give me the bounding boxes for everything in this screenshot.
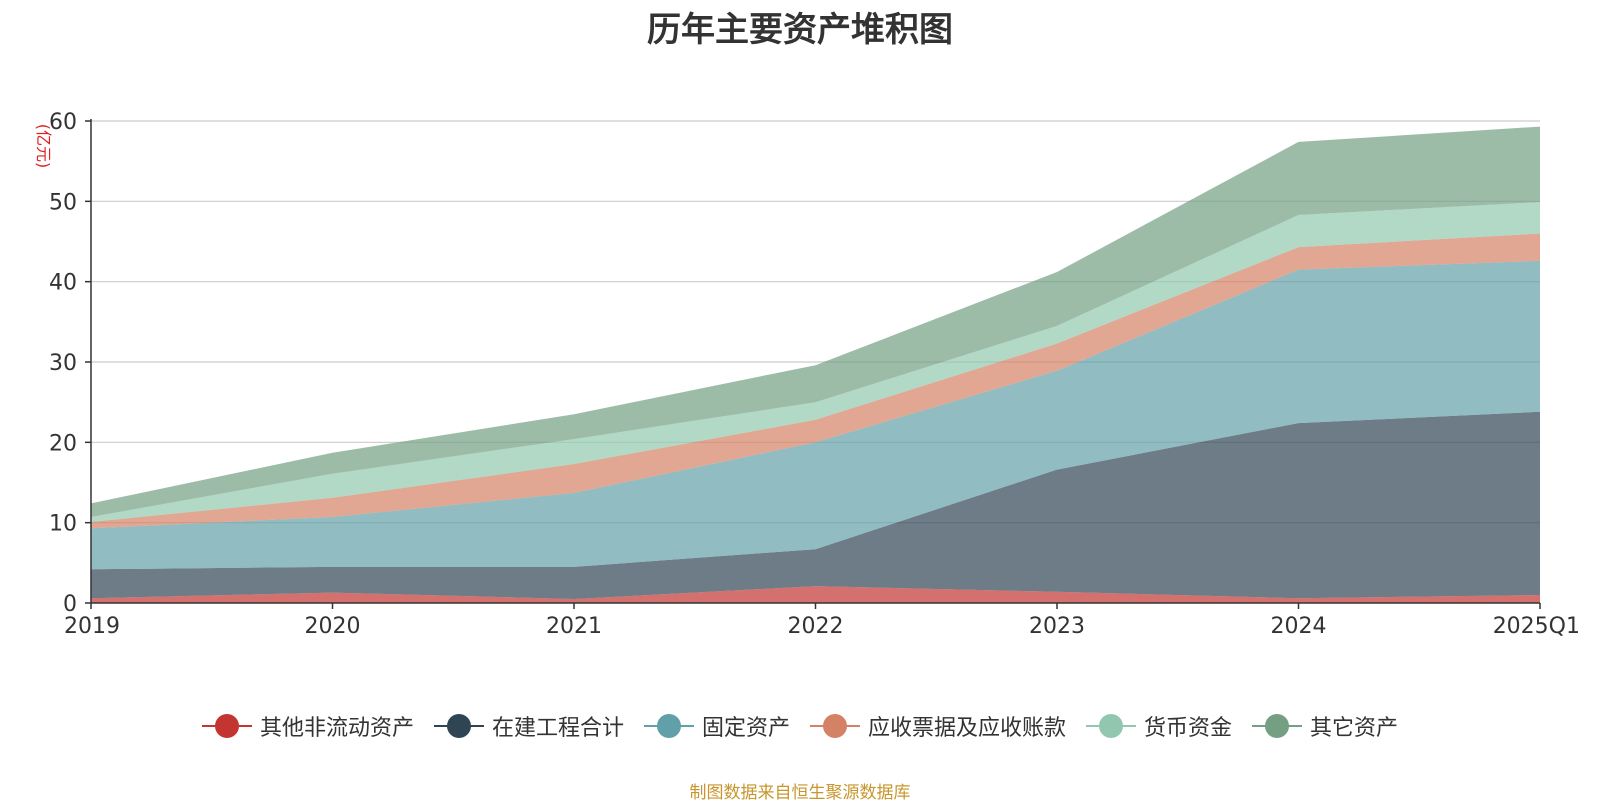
legend-item[interactable]: 其它资产 xyxy=(1252,710,1398,742)
y-axis-unit-label: (亿元) xyxy=(34,124,53,169)
legend-marker-icon xyxy=(810,714,860,738)
area-series-1 xyxy=(91,411,1540,599)
area-series-0 xyxy=(91,586,1540,603)
legend-label: 其他非流动资产 xyxy=(259,716,414,741)
legend-label: 其它资产 xyxy=(1310,716,1399,741)
x-tick-label: 2024 xyxy=(1271,614,1327,639)
legend-label: 货币资金 xyxy=(1144,716,1233,741)
legend-label: 应收票据及应收账款 xyxy=(868,716,1067,741)
area-series-4 xyxy=(91,202,1540,522)
legend-marker-icon xyxy=(433,714,484,738)
legend-marker-icon xyxy=(1252,714,1303,738)
legend-marker-icon xyxy=(643,714,694,738)
y-tick-label: 60 xyxy=(49,110,77,135)
x-tick-label: 2022 xyxy=(788,614,844,639)
area-series-2 xyxy=(91,260,1540,570)
chart-legend: 其他非流动资产 在建工程合计 固定资产 应收票据及应收账款 货币资金 其它资产 xyxy=(0,710,1600,742)
area-series-5 xyxy=(91,126,1540,517)
legend-dot xyxy=(446,714,471,738)
y-tick-label: 50 xyxy=(49,190,77,215)
x-tick-label: 2019 xyxy=(64,614,120,639)
x-tick-label: 2023 xyxy=(1029,614,1085,639)
y-tick-label: 10 xyxy=(49,512,77,537)
y-tick-label: 0 xyxy=(63,592,77,617)
legend-item[interactable]: 在建工程合计 xyxy=(433,710,624,742)
x-tick-label: 2025Q1 xyxy=(1493,614,1580,639)
legend-label: 固定资产 xyxy=(701,716,790,741)
x-tick-label: 2020 xyxy=(305,614,361,639)
legend-dot xyxy=(656,714,681,738)
legend-item[interactable]: 应收票据及应收账款 xyxy=(810,710,1066,742)
chart-title: 历年主要资产堆积图 xyxy=(647,10,953,50)
legend-label: 在建工程合计 xyxy=(491,716,624,741)
legend-dot xyxy=(1265,714,1290,738)
y-tick-label: 30 xyxy=(49,351,77,376)
y-tick-label: 20 xyxy=(49,431,77,456)
y-tick-label: 40 xyxy=(49,271,77,296)
area-series-3 xyxy=(91,233,1540,529)
legend-dot xyxy=(214,714,239,738)
legend-item[interactable]: 其他非流动资产 xyxy=(201,710,414,742)
legend-dot xyxy=(1099,714,1124,738)
legend-item[interactable]: 固定资产 xyxy=(643,710,790,742)
legend-marker-icon xyxy=(1086,714,1137,738)
legend-item[interactable]: 货币资金 xyxy=(1086,710,1232,742)
legend-marker-icon xyxy=(201,714,252,738)
x-tick-label: 2021 xyxy=(546,614,602,639)
legend-dot xyxy=(823,714,847,738)
source-note: 制图数据来自恒生聚源数据库 xyxy=(689,783,911,803)
